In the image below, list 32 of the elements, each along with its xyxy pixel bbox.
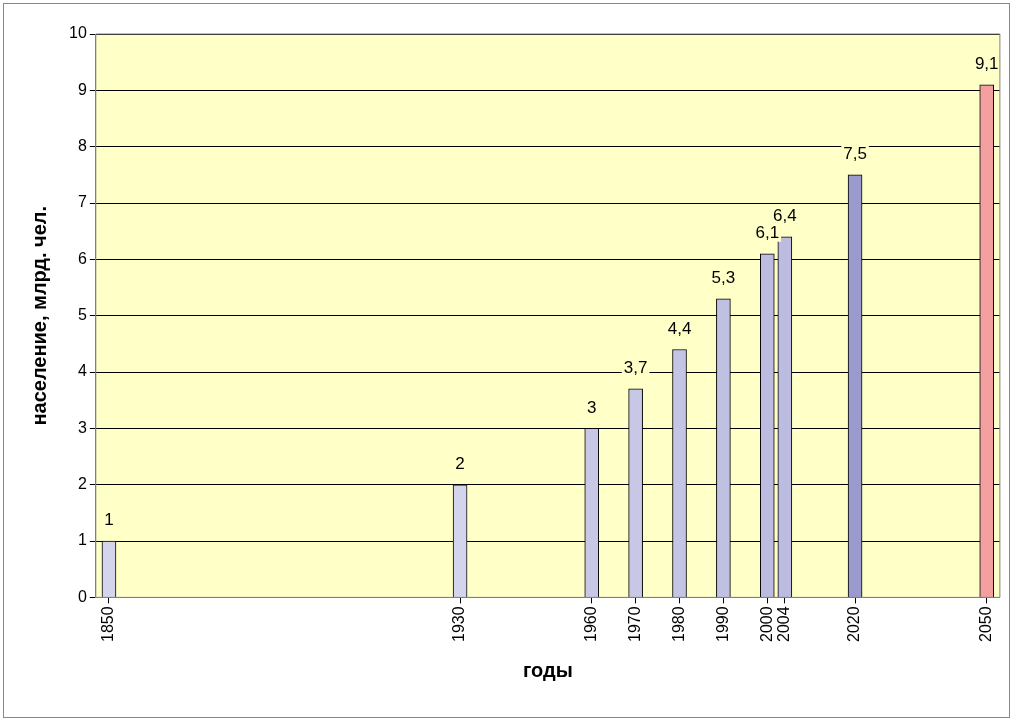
data-label: 4,4: [667, 318, 692, 338]
x-tick-label: 2050: [977, 606, 995, 642]
y-axis-title: население, млрд. чел.: [27, 205, 50, 426]
x-tick-label: 2004: [775, 606, 793, 642]
y-tick-label: 4: [77, 362, 87, 380]
y-tick-label: 9: [77, 80, 87, 98]
y-tick-label: 1: [77, 531, 87, 549]
x-tick-label: 1970: [626, 606, 644, 642]
x-tick-label: 1960: [582, 606, 600, 642]
data-label: 1: [104, 510, 114, 530]
y-tick-label: 10: [69, 24, 87, 42]
data-label: 2: [455, 453, 465, 473]
data-label: 6,1: [755, 222, 780, 242]
data-label: 3: [587, 397, 597, 417]
y-tick-label: 2: [77, 475, 87, 493]
data-label: 9,1: [974, 53, 999, 73]
x-tick-label: 1980: [669, 606, 687, 642]
x-tick-label: 2000: [757, 606, 775, 642]
y-tick-label: 8: [77, 137, 87, 155]
y-tick-label: 3: [77, 418, 87, 436]
x-axis-title: годы: [522, 658, 573, 681]
y-tick-label: 5: [77, 306, 87, 324]
data-label: 5,3: [711, 267, 736, 287]
x-tick-label: 1990: [713, 606, 731, 642]
y-tick-label: 0: [77, 587, 87, 605]
x-tick-label: 1850: [99, 606, 117, 642]
data-label: 7,5: [843, 144, 867, 164]
y-tick-label: 7: [77, 193, 87, 211]
data-label: 3,7: [623, 358, 648, 378]
y-tick-label: 6: [77, 249, 87, 267]
x-tick-label: 1930: [450, 606, 468, 642]
x-tick-label: 2020: [845, 606, 863, 642]
